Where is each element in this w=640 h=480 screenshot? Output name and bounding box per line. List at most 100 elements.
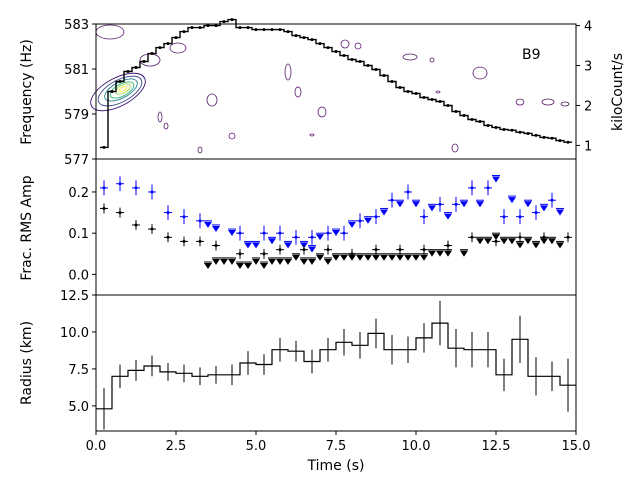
count-rate-point bbox=[430, 97, 434, 101]
rms-point bbox=[390, 198, 394, 202]
contour-blob bbox=[206, 93, 218, 107]
upper-limit-arrow bbox=[556, 242, 564, 249]
top-left-ticks: 577 579 581 583 bbox=[64, 18, 96, 168]
upper-limit-arrow bbox=[484, 238, 492, 245]
rms-point bbox=[150, 227, 154, 231]
upper-limit-arrow bbox=[508, 197, 516, 204]
upper-limit-arrow bbox=[364, 217, 372, 224]
upper-limit-arrow bbox=[524, 238, 532, 245]
count-rate-point bbox=[182, 30, 186, 34]
contour-blob bbox=[560, 101, 570, 107]
upper-limit-arrow bbox=[276, 258, 284, 265]
radius-tick-label: 12.5 bbox=[60, 289, 89, 304]
radius-series bbox=[96, 300, 576, 430]
count-rate-point bbox=[110, 90, 114, 93]
upper-limit-arrow bbox=[420, 254, 428, 261]
upper-limit-arrow bbox=[540, 205, 548, 212]
upper-limit-arrow bbox=[444, 213, 452, 220]
upper-limit-arrow bbox=[228, 230, 236, 237]
upper-limit-arrow bbox=[212, 258, 220, 265]
rms-point bbox=[518, 235, 522, 239]
top-right-axis-label: kiloCount/s bbox=[610, 53, 626, 131]
upper-limit-arrow bbox=[532, 242, 540, 249]
upper-limit-arrow bbox=[444, 250, 452, 257]
contour-ring bbox=[104, 78, 138, 102]
rms-point bbox=[302, 248, 306, 252]
rms-point bbox=[118, 211, 122, 215]
rms-point bbox=[454, 202, 458, 206]
upper-limit-arrow bbox=[244, 263, 252, 270]
frequency-tick-label: 577 bbox=[64, 153, 89, 168]
upper-limit-arrow bbox=[220, 258, 228, 265]
rms-point bbox=[182, 239, 186, 243]
count-rate-point bbox=[526, 131, 530, 135]
count-rate-point bbox=[198, 26, 202, 30]
contour-blob bbox=[402, 53, 418, 61]
rms-point bbox=[550, 198, 554, 202]
upper-limit-arrow bbox=[332, 254, 340, 261]
rms-point bbox=[502, 215, 506, 219]
upper-limit-arrow bbox=[268, 258, 276, 265]
upper-limit-arrow bbox=[436, 250, 444, 257]
top-right-ticks: 1 2 3 4 bbox=[576, 20, 592, 154]
radius-tick-label: 5.0 bbox=[68, 400, 89, 415]
upper-limit-arrow bbox=[460, 201, 468, 208]
count-rate-point bbox=[510, 128, 514, 132]
contour-blob bbox=[472, 66, 488, 80]
count-rate-point bbox=[150, 52, 154, 56]
rms-point bbox=[134, 223, 138, 227]
count-rate-point bbox=[550, 136, 554, 140]
count-rate-point bbox=[174, 36, 178, 40]
count-rate-point bbox=[158, 46, 162, 50]
upper-limit-arrow bbox=[300, 258, 308, 265]
frequency-tick-label: 583 bbox=[64, 18, 89, 33]
upper-limit-arrow bbox=[308, 258, 316, 265]
bottom-y-axis-label: Radius (km) bbox=[19, 321, 35, 405]
x-axis-ticks: 0.0 2.5 5.0 7.5 10.0 12.5 15.0 bbox=[86, 431, 591, 454]
upper-limit-arrow bbox=[204, 263, 212, 270]
count-rate-point bbox=[382, 74, 386, 78]
frequency-tick-label: 581 bbox=[64, 63, 89, 78]
upper-limit-arrow bbox=[412, 254, 420, 261]
upper-limit-arrow bbox=[540, 238, 548, 245]
radius-tick-label: 10.0 bbox=[60, 326, 89, 341]
contour-blob bbox=[340, 39, 350, 49]
bottom-left-ticks: 5.0 7.5 10.0 12.5 bbox=[60, 289, 96, 415]
rms-point bbox=[406, 190, 410, 194]
count-rate-point bbox=[126, 70, 130, 74]
upper-limit-arrow bbox=[212, 225, 220, 232]
count-rate-point bbox=[334, 50, 338, 54]
time-tick-label: 12.5 bbox=[482, 439, 511, 454]
count-rate-series bbox=[100, 18, 572, 149]
upper-limit-arrow bbox=[308, 246, 316, 253]
middle-y-axis-label: Frac. RMS Amp bbox=[19, 175, 35, 280]
count-rate-point bbox=[366, 64, 370, 68]
upper-limit-arrow bbox=[356, 254, 364, 261]
count-rate-point bbox=[294, 34, 298, 38]
count-rate-tick-label: 1 bbox=[584, 139, 592, 154]
count-rate-point bbox=[302, 36, 306, 40]
upper-limit-arrow bbox=[348, 221, 356, 228]
contour-ring bbox=[115, 83, 131, 95]
count-rate-point bbox=[534, 133, 538, 137]
contour-ring bbox=[118, 85, 128, 93]
time-tick-label: 5.0 bbox=[246, 439, 267, 454]
count-rate-point bbox=[214, 24, 218, 28]
count-rate-point bbox=[470, 117, 474, 121]
contour-blob bbox=[163, 122, 169, 130]
count-rate-point bbox=[478, 119, 482, 123]
rms-point bbox=[118, 182, 122, 186]
upper-limit-arrow bbox=[204, 221, 212, 228]
upper-limit-arrow bbox=[428, 250, 436, 257]
contour-blob bbox=[228, 132, 236, 140]
count-rate-point bbox=[270, 28, 274, 32]
rms-point bbox=[374, 215, 378, 219]
upper-limit-arrow bbox=[228, 258, 236, 265]
upper-limit-arrow bbox=[388, 254, 396, 261]
count-rate-point bbox=[278, 28, 282, 32]
rms-point bbox=[262, 252, 266, 256]
time-tick-label: 15.0 bbox=[562, 439, 591, 454]
upper-limit-arrow bbox=[372, 254, 380, 261]
rms-point bbox=[358, 219, 362, 223]
